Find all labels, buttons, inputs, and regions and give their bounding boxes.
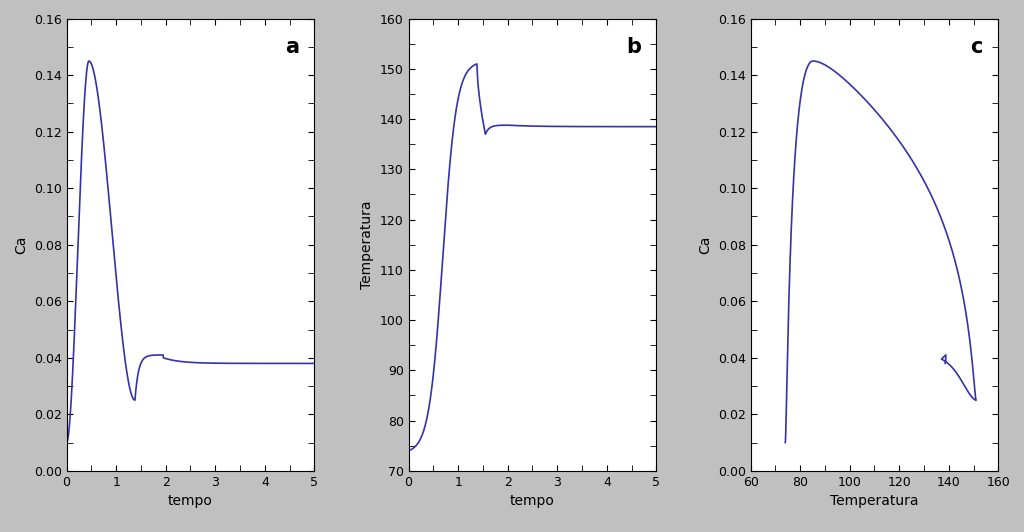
Text: a: a	[285, 37, 299, 57]
Text: b: b	[627, 37, 642, 57]
Y-axis label: Temperatura: Temperatura	[360, 201, 375, 289]
Y-axis label: Ca: Ca	[698, 236, 712, 254]
Y-axis label: Ca: Ca	[14, 236, 28, 254]
X-axis label: tempo: tempo	[510, 494, 555, 508]
X-axis label: Temperatura: Temperatura	[830, 494, 919, 508]
X-axis label: tempo: tempo	[168, 494, 213, 508]
Text: c: c	[970, 37, 982, 57]
